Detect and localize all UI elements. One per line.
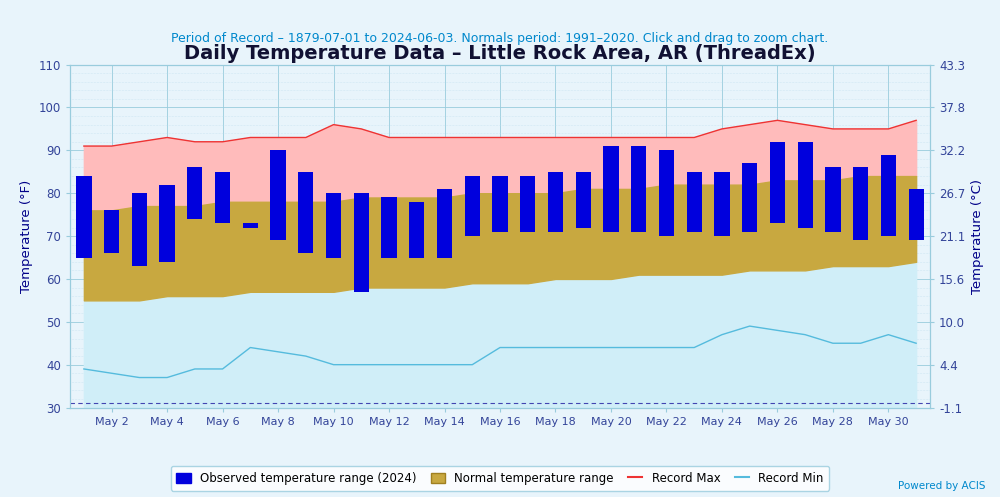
Bar [381,197,397,257]
Bar [492,176,508,232]
Bar [437,189,452,257]
Bar [326,193,341,257]
Bar [742,163,757,232]
Title: Daily Temperature Data – Little Rock Area, AR (ThreadEx): Daily Temperature Data – Little Rock Are… [184,44,816,63]
Legend: Observed temperature range (2024), Normal temperature range, Record Max, Record : Observed temperature range (2024), Norma… [171,466,829,491]
Bar [520,176,535,232]
Bar [881,155,896,236]
Y-axis label: Temperature (°F): Temperature (°F) [20,179,33,293]
Bar [409,202,424,257]
Bar [132,193,147,266]
Bar [354,193,369,292]
Bar [770,142,785,223]
Bar [298,172,313,253]
Bar [159,184,175,262]
Text: Period of Record – 1879-07-01 to 2024-06-03. Normals period: 1991–2020. Click an: Period of Record – 1879-07-01 to 2024-06… [171,32,829,45]
Bar [714,172,730,236]
Bar [215,172,230,223]
Bar [104,210,119,253]
Bar [76,176,92,257]
Bar [548,172,563,232]
Bar [270,150,286,241]
Bar [825,167,841,232]
Text: Powered by ACIS: Powered by ACIS [898,481,985,491]
Bar [687,172,702,232]
Bar [465,176,480,236]
Bar [576,172,591,228]
Bar [853,167,868,241]
Bar [909,189,924,241]
Bar [798,142,813,228]
Bar [603,146,619,232]
Y-axis label: Temperature (°C): Temperature (°C) [971,178,984,294]
Bar [631,146,646,232]
Bar [187,167,202,219]
Bar [659,150,674,236]
Bar [243,223,258,228]
